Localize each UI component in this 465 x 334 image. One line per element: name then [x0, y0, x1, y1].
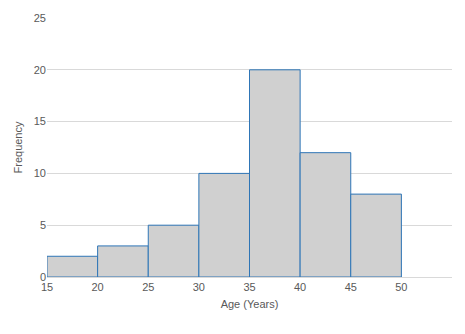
svg-text:25: 25	[34, 12, 46, 24]
svg-text:5: 5	[40, 219, 46, 231]
svg-text:25: 25	[142, 281, 154, 293]
svg-text:35: 35	[243, 281, 255, 293]
svg-text:0: 0	[40, 271, 46, 283]
svg-text:30: 30	[193, 281, 205, 293]
svg-text:50: 50	[395, 281, 407, 293]
svg-text:20: 20	[34, 64, 46, 76]
svg-text:40: 40	[294, 281, 306, 293]
svg-text:20: 20	[92, 281, 104, 293]
svg-text:45: 45	[345, 281, 357, 293]
svg-text:Age (Years): Age (Years)	[221, 298, 279, 310]
svg-text:15: 15	[34, 115, 46, 127]
svg-text:Frequency: Frequency	[12, 121, 24, 173]
svg-text:10: 10	[34, 167, 46, 179]
svg-text:15: 15	[41, 281, 53, 293]
